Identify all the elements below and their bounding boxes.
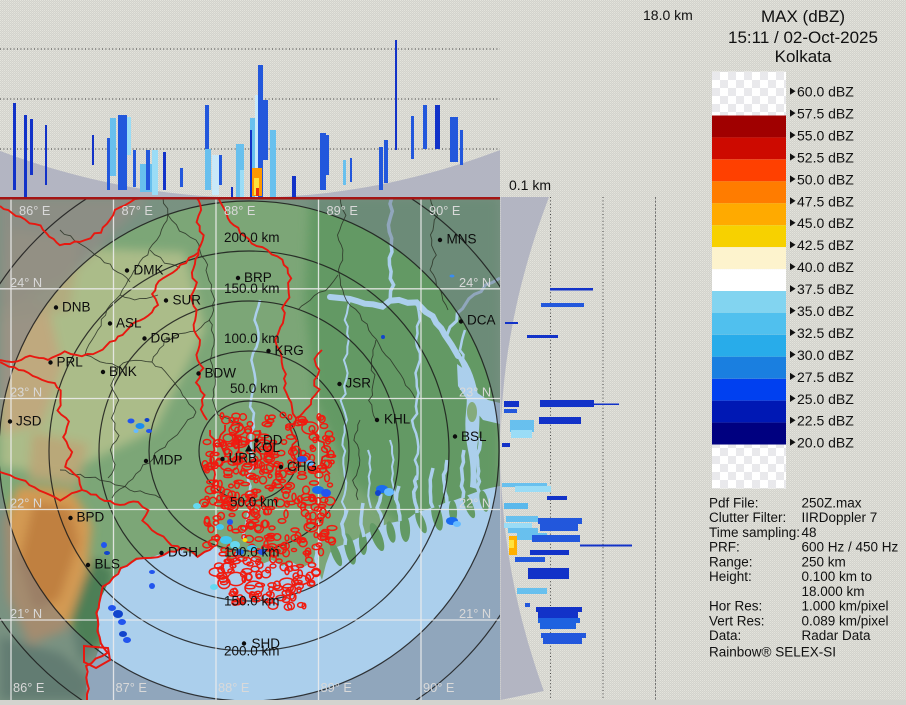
- svg-text:0.100 km to: 0.100 km to: [802, 569, 873, 584]
- svg-text:100.0 km: 100.0 km: [224, 331, 280, 346]
- svg-text:600 Hz / 450 Hz: 600 Hz / 450 Hz: [802, 540, 899, 555]
- svg-text:Pdf File:: Pdf File:: [709, 496, 759, 511]
- svg-text:200.0 km: 200.0 km: [224, 230, 280, 245]
- svg-text:DGH: DGH: [168, 545, 198, 560]
- svg-text:KRG: KRG: [275, 343, 304, 358]
- svg-text:32.5 dBZ: 32.5 dBZ: [797, 325, 854, 341]
- svg-text:24° N: 24° N: [459, 275, 491, 290]
- svg-text:BDW: BDW: [205, 366, 237, 381]
- svg-text:86° E: 86° E: [19, 203, 50, 218]
- svg-text:JSR: JSR: [346, 376, 372, 391]
- svg-text:Clutter Filter:: Clutter Filter:: [709, 510, 786, 525]
- svg-text:MNS: MNS: [447, 232, 477, 247]
- svg-text:48: 48: [802, 525, 817, 540]
- svg-text:Time sampling:: Time sampling:: [709, 525, 800, 540]
- svg-text:55.0 dBZ: 55.0 dBZ: [797, 128, 854, 144]
- svg-text:50.0 dBZ: 50.0 dBZ: [797, 171, 854, 187]
- svg-text:37.5 dBZ: 37.5 dBZ: [797, 281, 854, 297]
- svg-text:JSD: JSD: [16, 414, 42, 429]
- svg-text:0.1 km: 0.1 km: [509, 177, 551, 193]
- svg-text:Range:: Range:: [709, 554, 753, 569]
- svg-text:23° N: 23° N: [459, 385, 491, 400]
- svg-text:BRP: BRP: [244, 270, 272, 285]
- svg-text:30.0 dBZ: 30.0 dBZ: [797, 347, 854, 363]
- svg-text:ASL: ASL: [116, 316, 142, 331]
- svg-text:88° E: 88° E: [224, 203, 255, 218]
- svg-text:URB: URB: [229, 451, 258, 466]
- svg-text:BLS: BLS: [95, 557, 121, 572]
- svg-text:KHL: KHL: [384, 412, 411, 427]
- svg-text:Data:: Data:: [709, 628, 741, 643]
- svg-text:60.0 dBZ: 60.0 dBZ: [797, 84, 854, 100]
- svg-text:DD: DD: [263, 433, 283, 448]
- svg-text:100.0 km: 100.0 km: [224, 545, 280, 560]
- svg-text:22° N: 22° N: [10, 496, 42, 511]
- svg-text:Rainbow® SELEX-SI: Rainbow® SELEX-SI: [709, 645, 836, 660]
- svg-text:89° E: 89° E: [327, 203, 358, 218]
- svg-text:90° E: 90° E: [423, 680, 454, 695]
- svg-text:PRF:: PRF:: [709, 540, 740, 555]
- svg-text:Kolkata: Kolkata: [775, 47, 832, 66]
- svg-text:23° N: 23° N: [10, 385, 42, 400]
- svg-text:IIRDoppler 7: IIRDoppler 7: [802, 510, 878, 525]
- svg-text:57.5 dBZ: 57.5 dBZ: [797, 106, 854, 122]
- svg-text:50.0 km: 50.0 km: [230, 381, 278, 396]
- svg-text:BNK: BNK: [109, 364, 137, 379]
- svg-text:Hor Res:: Hor Res:: [709, 599, 762, 614]
- svg-text:SHD: SHD: [252, 636, 281, 651]
- svg-text:42.5 dBZ: 42.5 dBZ: [797, 237, 854, 253]
- svg-text:DCA: DCA: [467, 313, 496, 328]
- svg-text:1.000 km/pixel: 1.000 km/pixel: [802, 599, 889, 614]
- svg-text:90° E: 90° E: [429, 203, 460, 218]
- svg-text:18.000 km: 18.000 km: [802, 584, 865, 599]
- svg-text:150.0 km: 150.0 km: [224, 281, 280, 296]
- svg-text:52.5 dBZ: 52.5 dBZ: [797, 149, 854, 165]
- svg-text:0.089 km/pixel: 0.089 km/pixel: [802, 613, 889, 628]
- svg-text:SUR: SUR: [173, 293, 202, 308]
- svg-text:87° E: 87° E: [116, 680, 147, 695]
- svg-text:Height:: Height:: [709, 569, 752, 584]
- svg-text:45.0 dBZ: 45.0 dBZ: [797, 215, 854, 231]
- svg-text:Radar Data: Radar Data: [802, 628, 872, 643]
- svg-text:88° E: 88° E: [218, 680, 249, 695]
- svg-text:35.0 dBZ: 35.0 dBZ: [797, 303, 854, 319]
- svg-text:DNB: DNB: [62, 300, 91, 315]
- svg-text:MAX (dBZ): MAX (dBZ): [761, 7, 845, 26]
- svg-text:18.0 km: 18.0 km: [643, 7, 693, 23]
- svg-text:24° N: 24° N: [10, 275, 42, 290]
- svg-text:87° E: 87° E: [122, 203, 153, 218]
- svg-text:50.0 km: 50.0 km: [230, 495, 278, 510]
- svg-text:BPD: BPD: [77, 510, 105, 525]
- svg-text:250Z.max: 250Z.max: [802, 496, 862, 511]
- svg-text:250 km: 250 km: [802, 554, 846, 569]
- svg-text:86° E: 86° E: [13, 680, 44, 695]
- svg-text:150.0 km: 150.0 km: [224, 594, 280, 609]
- svg-text:DGP: DGP: [151, 331, 180, 346]
- svg-text:Vert Res:: Vert Res:: [709, 613, 765, 628]
- svg-text:KOL: KOL: [253, 440, 281, 455]
- svg-text:47.5 dBZ: 47.5 dBZ: [797, 193, 854, 209]
- svg-text:40.0 dBZ: 40.0 dBZ: [797, 259, 854, 275]
- svg-text:DMK: DMK: [134, 263, 164, 278]
- svg-text:22.5 dBZ: 22.5 dBZ: [797, 413, 854, 429]
- svg-text:21° N: 21° N: [459, 606, 491, 621]
- svg-text:200.0 km: 200.0 km: [224, 644, 280, 659]
- svg-text:PRL: PRL: [57, 355, 84, 370]
- svg-text:27.5 dBZ: 27.5 dBZ: [797, 369, 854, 385]
- svg-text:CHG: CHG: [287, 459, 317, 474]
- svg-text:MDP: MDP: [153, 453, 183, 468]
- svg-text:BSL: BSL: [461, 429, 487, 444]
- svg-text:25.0 dBZ: 25.0 dBZ: [797, 391, 854, 407]
- svg-text:20.0 dBZ: 20.0 dBZ: [797, 435, 854, 451]
- svg-text:21° N: 21° N: [10, 606, 42, 621]
- svg-text:15:11 / 02-Oct-2025: 15:11 / 02-Oct-2025: [728, 28, 878, 47]
- svg-text:89° E: 89° E: [321, 680, 352, 695]
- svg-text:22° N: 22° N: [459, 496, 491, 511]
